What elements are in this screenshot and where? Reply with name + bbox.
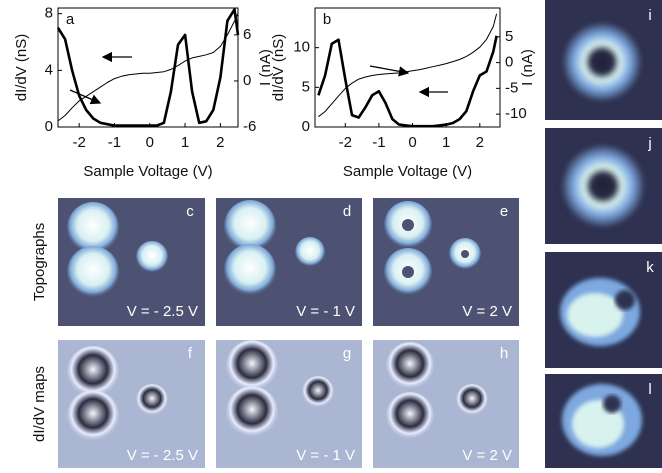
panel-caption: V = 2 V (462, 447, 512, 464)
image-panel: f V = - 2.5 V (58, 340, 205, 468)
panel-caption: V = - 1 V (296, 303, 355, 320)
image-panel: i (545, 0, 662, 120)
map-row: f V = - 2.5 V g V = - 1 V h V = 2 V (58, 340, 519, 468)
x-axis-label: Sample Voltage (V) (83, 163, 212, 180)
x-tick-label: 2 (476, 134, 484, 151)
image-panel: d V = - 1 V (216, 198, 362, 326)
panel-letter: f (188, 345, 193, 362)
y2-tick-label: -5 (505, 79, 518, 96)
panel-letter: l (648, 381, 651, 398)
x-tick-label: -2 (73, 134, 86, 151)
side-column: i j k l (545, 0, 662, 468)
plot-frame (314, 7, 501, 128)
panel-caption: V = - 2.5 V (127, 447, 198, 464)
y2-tick-label: -10 (505, 105, 527, 122)
image-panel: l (545, 374, 662, 468)
y-tick-label: 10 (293, 39, 310, 56)
image-panel: c V = - 2.5 V (58, 198, 205, 326)
panel-caption: V = - 2.5 V (127, 303, 198, 320)
data-line (56, 8, 240, 127)
panel-letter: c (186, 203, 194, 220)
x-tick-label: 2 (216, 134, 224, 151)
x-tick-label: 1 (442, 134, 450, 151)
y-tick-label: 8 (45, 5, 53, 22)
data-line (317, 35, 498, 128)
image-panel: e V = 2 V (373, 198, 519, 326)
image-panel: h V = 2 V (373, 340, 519, 468)
y-tick-label: 4 (45, 61, 53, 78)
x-tick-label: 0 (408, 134, 416, 151)
panel-letter: b (323, 11, 331, 28)
arrow (369, 65, 410, 77)
x-axis-label: Sample Voltage (V) (343, 163, 472, 180)
panel-letter: i (648, 7, 651, 24)
panel-caption: V = 2 V (462, 303, 512, 320)
image-panel: k (545, 252, 662, 368)
arrow (69, 89, 102, 105)
topograph-row: c V = - 2.5 V d V = - 1 V e V = 2 V (58, 198, 519, 326)
panel-letter: j (647, 135, 651, 152)
y-tick-label: 0 (45, 118, 53, 135)
panel-letter: a (66, 11, 75, 28)
row-label: Topographs (31, 223, 48, 301)
panel-letter: k (646, 259, 654, 276)
x-tick-label: 1 (181, 134, 189, 151)
plot-frame (57, 7, 239, 128)
image-panel: g V = - 1 V (216, 340, 362, 468)
y2-axis-label: I (nA) (257, 49, 274, 86)
y2-tick-label: 0 (505, 54, 513, 71)
x-tick-label: 0 (146, 134, 154, 151)
image-panel: j (545, 128, 662, 244)
panel-letter: e (500, 203, 508, 220)
data-line (57, 13, 239, 122)
y-tick-label: 0 (302, 118, 310, 135)
y-axis-label: dI/dV (nS) (13, 34, 30, 102)
y2-axis-label: I (nA) (519, 49, 536, 86)
y2-tick-label: -6 (243, 118, 256, 135)
y2-tick-label: 6 (243, 26, 251, 43)
y-axis-label: dI/dV (nS) (270, 34, 287, 102)
panel-caption: V = - 1 V (296, 447, 355, 464)
panel-letter: d (343, 203, 351, 220)
panel-letter: h (500, 345, 508, 362)
x-tick-label: -1 (372, 134, 385, 151)
x-tick-label: -1 (108, 134, 121, 151)
y2-tick-label: 5 (505, 28, 513, 45)
panel-letter: g (343, 345, 351, 362)
y2-tick-label: 0 (243, 72, 251, 89)
x-tick-label: -2 (339, 134, 352, 151)
y-tick-label: 5 (302, 78, 310, 95)
row-label: dI/dV maps (31, 366, 48, 442)
arrows (69, 51, 448, 105)
